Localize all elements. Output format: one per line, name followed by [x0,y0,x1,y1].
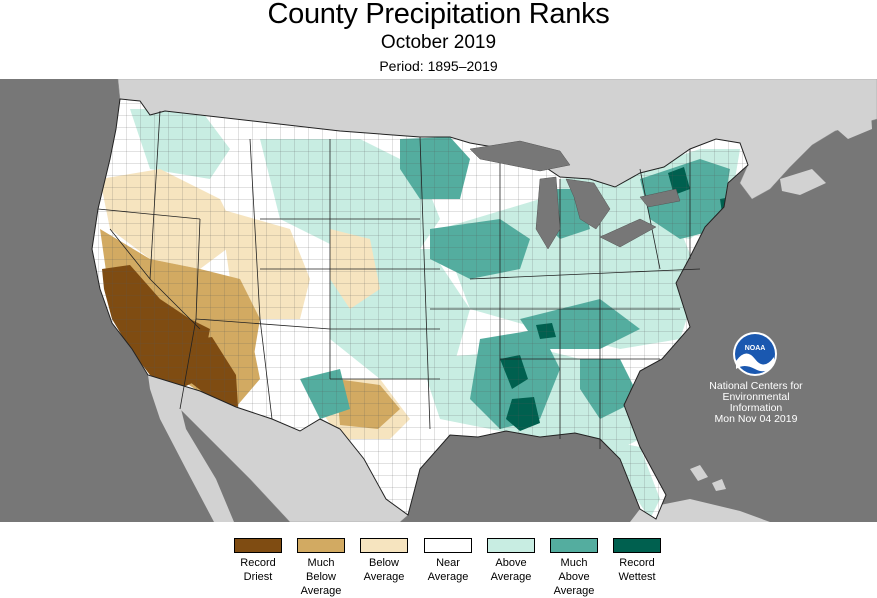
state-boundaries [97,110,701,449]
legend-swatch [487,538,535,553]
legend-item-below-average: Below Average [339,538,429,584]
legend-item-much-below-average: Much Below Average [276,538,366,598]
credit-line-3: Information [729,402,783,414]
legend-swatch [297,538,345,553]
map-period: Period: 1895–2019 [379,58,498,74]
legend-swatch [550,538,598,553]
map-subtitle: October 2019 [380,32,497,53]
legend-label: Below Average [363,557,405,583]
legend-item-record-driest: Record Driest [213,538,303,584]
legend-swatch [360,538,408,553]
noaa-logo: NOAA [733,332,777,376]
legend-swatch [424,538,472,553]
legend-label: Above Average [490,557,532,583]
legend-label: Much Above Average [553,557,595,597]
newfoundland [830,97,872,139]
legend-label: Much Below Average [300,557,342,597]
great-lakes [469,140,681,250]
legend-label: Record Driest [240,557,276,583]
legend-swatch [234,538,282,553]
bahamas [690,465,726,491]
legend-swatch [613,538,661,553]
credit-line-2: Environmental [722,391,790,403]
baja-california [148,375,234,522]
legend-label: Record Wettest [618,557,656,583]
legend-item-much-above-average: Much Above Average [529,538,619,598]
credit-line-1: National Centers for [709,380,803,392]
legend-label: Near Average [427,557,469,583]
legend-item-record-wettest: Record Wettest [592,538,682,584]
legend-item-above-average: Above Average [466,538,556,584]
map-title: County Precipitation Ranks [267,0,610,30]
cuba [630,499,770,522]
nova-scotia [780,169,826,195]
noaa-logo-text: NOAA [745,345,766,352]
precipitation-map: NOAA [0,79,877,522]
legend-item-near-average: Near Average [403,538,493,584]
credit-date: Mon Nov 04 2019 [714,413,798,425]
